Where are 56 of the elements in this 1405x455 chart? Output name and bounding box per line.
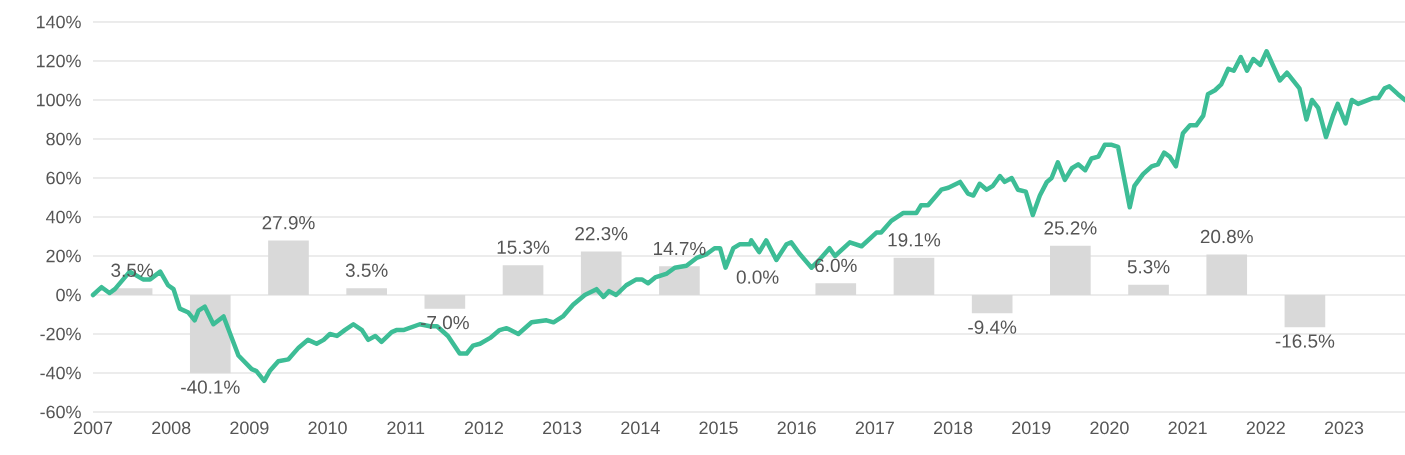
y-tick-label: 40%	[45, 210, 81, 224]
bar	[1050, 245, 1091, 295]
y-tick-label: 120%	[36, 54, 81, 68]
bar	[815, 283, 857, 295]
x-tick-label: 2007	[73, 421, 113, 435]
data-label: 19.1%	[888, 233, 941, 247]
bar	[893, 257, 935, 295]
y-tick-label: 80%	[46, 132, 81, 146]
x-tick-label: 2008	[152, 421, 191, 435]
y-tick-label: -20%	[40, 327, 81, 341]
data-label: -7.0%	[420, 315, 469, 330]
bar	[1284, 295, 1326, 328]
bar	[268, 240, 309, 295]
y-tick-label: -60%	[40, 405, 81, 419]
data-label: 6.0%	[815, 258, 857, 273]
bar	[1128, 284, 1169, 295]
y-tick-label: 140%	[36, 15, 81, 29]
data-label: 15.3%	[497, 240, 550, 254]
x-tick-label: 2011	[387, 421, 425, 435]
y-tick-label: 60%	[46, 171, 81, 185]
x-tick-label: 2014	[621, 421, 660, 435]
data-label: 20.8%	[1200, 229, 1253, 244]
y-tick-label: 20%	[46, 249, 81, 263]
x-tick-label: 2021	[1168, 421, 1207, 435]
x-tick-label: 2023	[1324, 421, 1364, 435]
bar	[502, 265, 544, 295]
data-label: 3.5%	[111, 263, 153, 277]
bar	[1206, 254, 1248, 295]
x-tick-label: 2010	[308, 421, 347, 435]
data-label: 22.3%	[575, 226, 628, 241]
data-label: 14.7%	[654, 241, 706, 256]
bar	[424, 295, 466, 309]
bar	[111, 288, 153, 295]
bar	[346, 288, 387, 295]
data-label: 5.3%	[1127, 260, 1170, 274]
x-tick-label: 2009	[230, 421, 269, 435]
data-label: 27.9%	[262, 215, 315, 230]
x-tick-label: 2020	[1090, 421, 1129, 435]
y-tick-label: -40%	[40, 366, 81, 380]
y-tick-label: 0%	[56, 288, 81, 302]
data-label: -16.5%	[1275, 334, 1335, 348]
x-tick-label: 2018	[934, 421, 973, 435]
data-label: -40.1%	[181, 380, 240, 394]
data-label: 3.5%	[345, 263, 388, 277]
data-label: -9.4%	[968, 320, 1017, 334]
bar	[971, 295, 1013, 314]
x-tick-label: 2017	[855, 421, 894, 435]
x-tick-label: 2013	[543, 421, 582, 435]
y-tick-label: 100%	[36, 93, 81, 107]
x-tick-label: 2012	[464, 421, 503, 435]
x-tick-label: 2016	[777, 421, 816, 435]
x-tick-label: 2019	[1012, 421, 1051, 435]
x-tick-label: 2015	[699, 421, 738, 435]
x-tick-label: 2022	[1246, 421, 1285, 435]
data-label: 0.0%	[736, 270, 779, 284]
data-label: 25.2%	[1044, 221, 1097, 235]
